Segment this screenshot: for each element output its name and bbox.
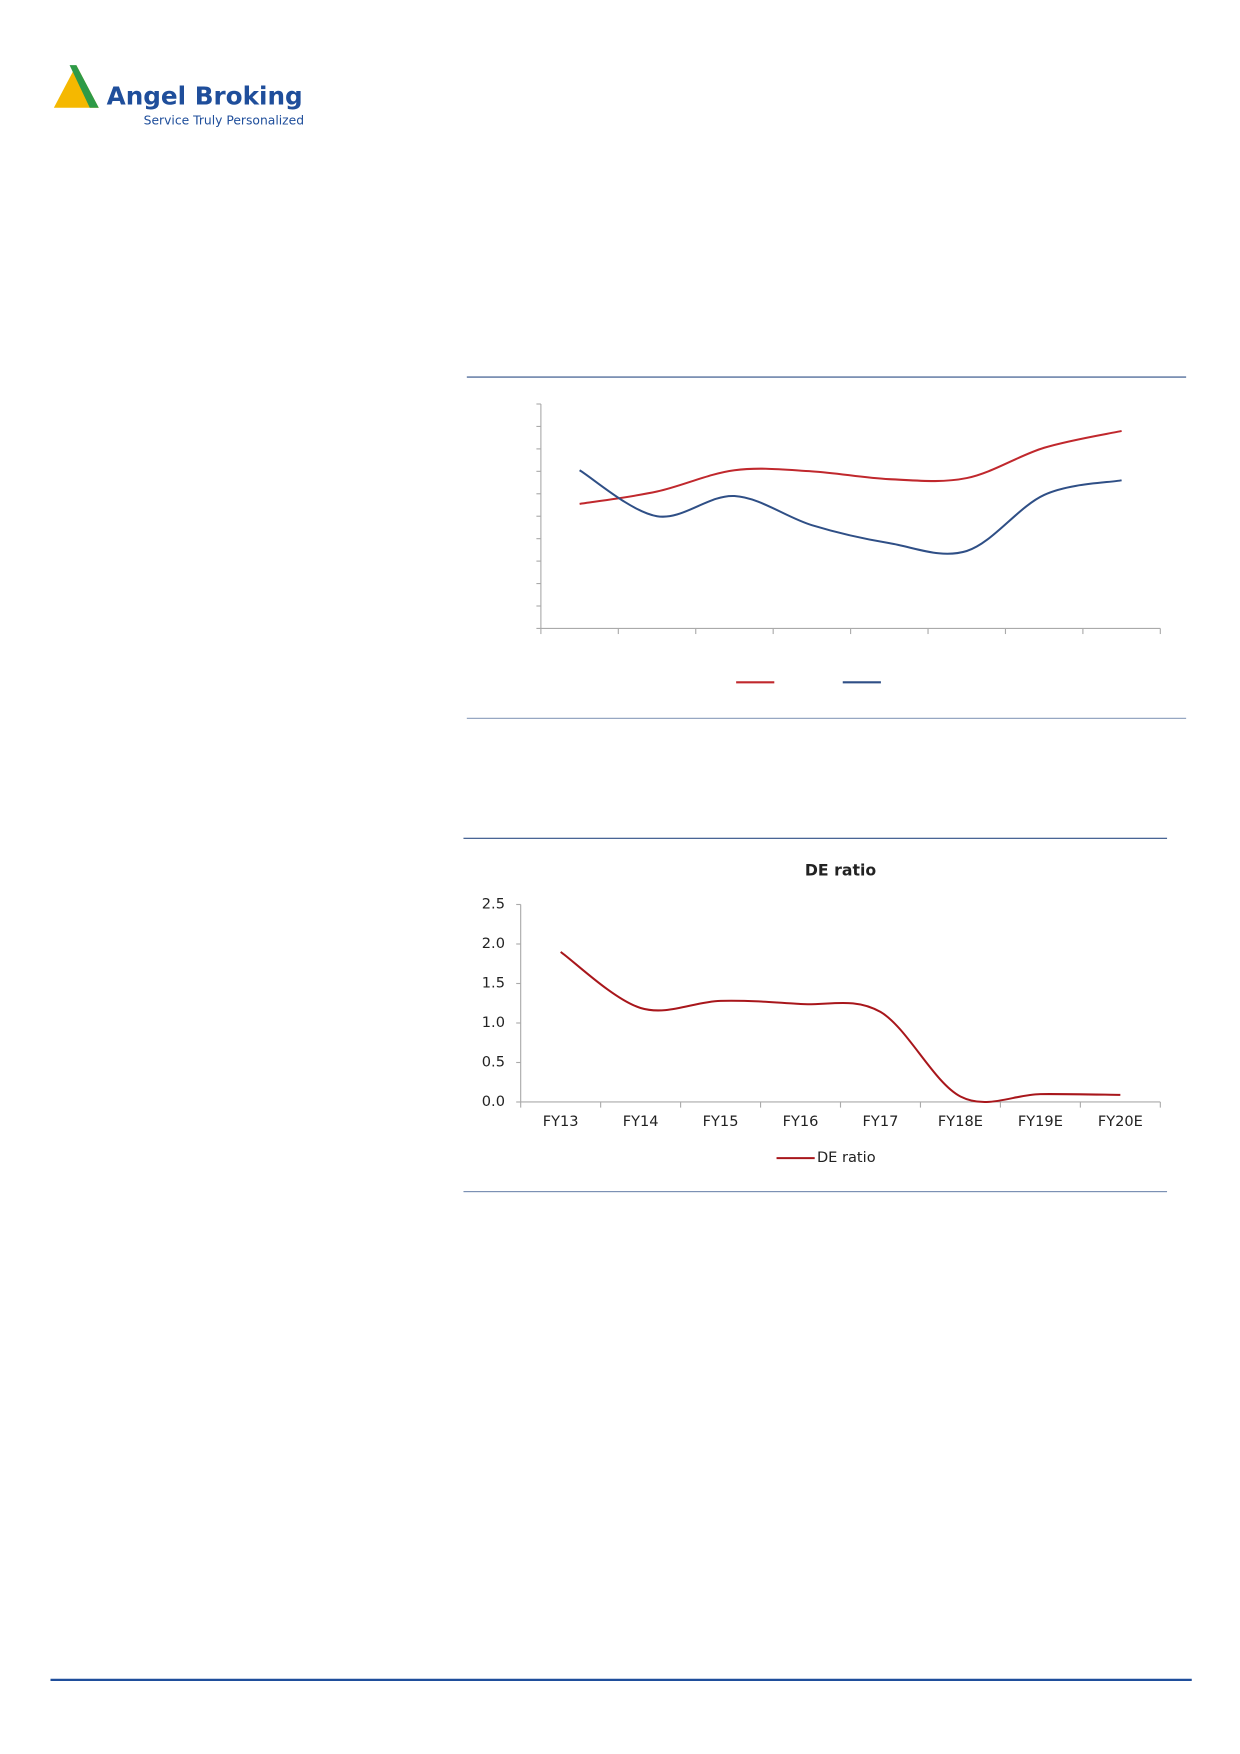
logo: Angel Broking Service Truly Personalized: [53, 65, 304, 128]
legend-label: DE ratio: [817, 1149, 876, 1166]
tagline: Service Truly Personalized: [144, 114, 304, 128]
x-tick-label: FY19E: [1018, 1113, 1063, 1130]
y-tick-label: 1.5: [482, 974, 505, 991]
x-tick-label: FY16: [783, 1113, 819, 1130]
x-tick-label: FY14: [623, 1113, 659, 1130]
x-tick-label: FY17: [863, 1113, 899, 1130]
x-tick-label: FY18E: [938, 1113, 983, 1130]
series-line: [579, 469, 1122, 555]
y-tick-label: 1.0: [482, 1014, 505, 1031]
series-line: [560, 951, 1121, 1104]
y-tick-label: 2.5: [482, 895, 505, 912]
y-tick-label: 0.0: [482, 1093, 505, 1110]
y-tick-label: 2.0: [482, 935, 505, 952]
logo-icon: [69, 65, 99, 108]
chart-title: DE ratio: [805, 860, 876, 879]
x-tick-label: FY15: [703, 1113, 739, 1130]
brand: Angel Broking: [107, 82, 303, 111]
y-tick-label: 0.5: [482, 1053, 505, 1070]
x-tick-label: FY13: [543, 1113, 579, 1130]
x-tick-label: FY20E: [1098, 1113, 1143, 1130]
series-line: [579, 429, 1122, 505]
